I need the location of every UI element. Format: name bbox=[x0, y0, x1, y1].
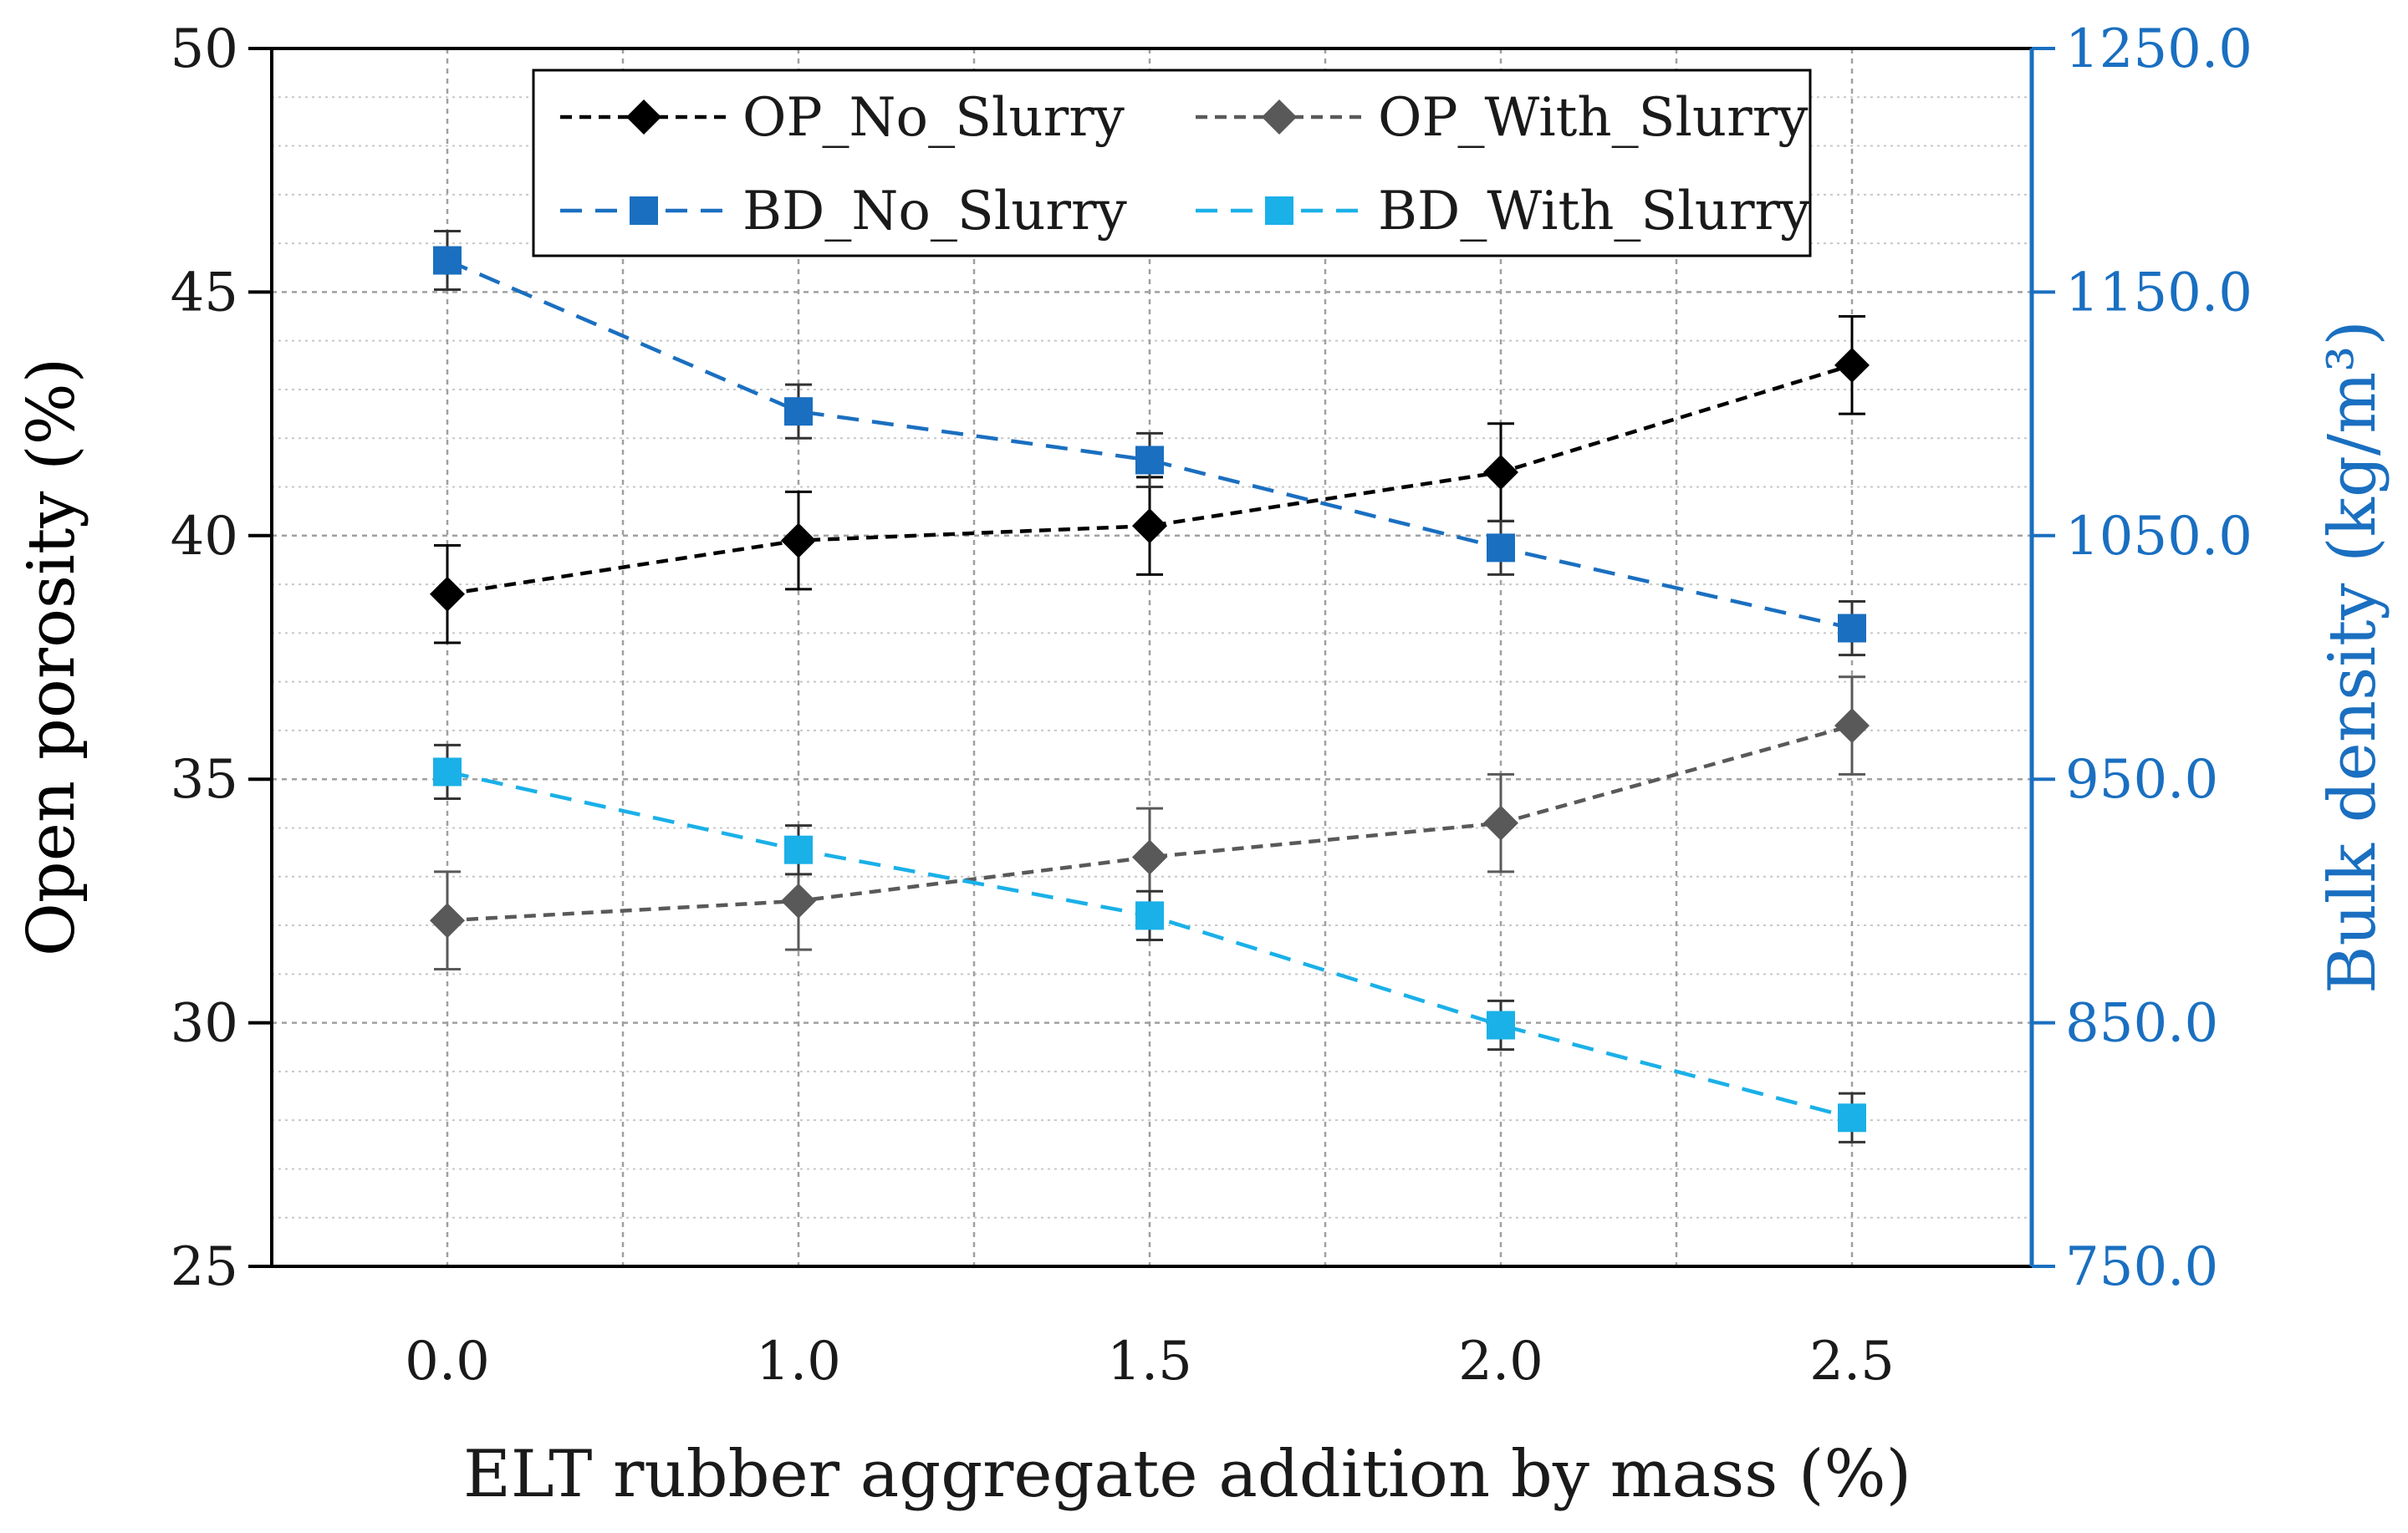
data-point-op-with-slurry bbox=[781, 883, 816, 919]
data-point-bd-no-slurry bbox=[784, 397, 813, 426]
x-tick-label: 1.5 bbox=[1107, 1331, 1192, 1393]
data-point-op-with-slurry bbox=[1483, 805, 1518, 841]
y-right-tick-label: 1050.0 bbox=[2065, 506, 2252, 568]
y-left-tick-label: 40 bbox=[171, 506, 238, 568]
y-axis-right-title: Bulk density (kg/m³) bbox=[2315, 320, 2390, 994]
data-point-bd-no-slurry bbox=[433, 246, 462, 275]
data-point-op-with-slurry bbox=[1834, 708, 1870, 744]
y-right-tick-label: 950.0 bbox=[2065, 749, 2218, 811]
data-point-bd-no-slurry bbox=[1487, 533, 1515, 563]
x-tick-label: 0.0 bbox=[405, 1331, 490, 1393]
y-right-tick-label: 1150.0 bbox=[2065, 262, 2252, 323]
data-point-op-no-slurry bbox=[781, 522, 816, 558]
series-bd-with-slurry bbox=[433, 743, 1866, 1143]
ticks-layer: 25 30 35 40 45 50 750.0 850.0 950.0 1050.0 1150.0 1… bbox=[171, 18, 2252, 1393]
data-point-bd-no-slurry bbox=[1135, 446, 1164, 475]
data-point-bd-with-slurry bbox=[1487, 1011, 1515, 1040]
series-line-op-no-slurry bbox=[446, 363, 1853, 596]
series-layer bbox=[430, 230, 1870, 1143]
legend-label-op-with-slurry: OP_With_Slurry bbox=[1378, 87, 1808, 149]
y-left-tick-label: 50 bbox=[171, 18, 238, 80]
y-left-tick-label: 45 bbox=[171, 262, 238, 323]
data-point-op-with-slurry bbox=[430, 903, 465, 939]
legend-marker-bd-with-slurry bbox=[1265, 196, 1293, 225]
data-point-bd-with-slurry bbox=[433, 757, 462, 787]
data-point-op-no-slurry bbox=[430, 576, 465, 612]
y-right-tick-label: 750.0 bbox=[2065, 1236, 2218, 1298]
data-point-op-with-slurry bbox=[1132, 839, 1167, 875]
legend: OP_No_Slurry OP_With_Slurry BD_No_Slurry BD… bbox=[532, 69, 1812, 257]
legend-marker-op-with-slurry bbox=[1262, 99, 1297, 135]
legend-label-bd-no-slurry: BD_No_Slurry bbox=[742, 181, 1127, 242]
y-right-tick-label: 1250.0 bbox=[2065, 18, 2252, 80]
series-op-with-slurry bbox=[430, 675, 1870, 970]
x-tick-label: 1.0 bbox=[756, 1331, 841, 1393]
y-left-tick-label: 30 bbox=[171, 993, 238, 1055]
y-axis-left-title: Open porosity (%) bbox=[14, 358, 89, 956]
data-point-bd-with-slurry bbox=[784, 835, 813, 864]
legend-marker-bd-no-slurry bbox=[630, 196, 658, 225]
data-point-op-no-slurry bbox=[1483, 455, 1518, 491]
data-point-bd-no-slurry bbox=[1838, 614, 1866, 643]
x-tick-label: 2.5 bbox=[1809, 1331, 1895, 1393]
y-right-tick-label: 850.0 bbox=[2065, 993, 2218, 1055]
legend-marker-op-no-slurry bbox=[626, 99, 661, 135]
series-line-op-with-slurry bbox=[446, 723, 1853, 923]
legend-label-bd-with-slurry: BD_With_Slurry bbox=[1378, 181, 1810, 242]
legend-label-op-no-slurry: OP_No_Slurry bbox=[742, 87, 1125, 149]
series-bd-no-slurry bbox=[433, 230, 1866, 657]
legend-box bbox=[532, 69, 1812, 257]
data-point-bd-with-slurry bbox=[1135, 901, 1164, 930]
data-point-bd-with-slurry bbox=[1838, 1103, 1866, 1133]
x-tick-label: 2.0 bbox=[1458, 1331, 1543, 1393]
data-point-op-no-slurry bbox=[1132, 508, 1167, 544]
y-left-tick-label: 25 bbox=[171, 1236, 238, 1298]
axes-layer bbox=[270, 47, 2034, 1268]
x-axis-title: ELT rubber aggregate addition by mass (%… bbox=[463, 1437, 1911, 1512]
data-point-op-no-slurry bbox=[1834, 347, 1870, 383]
y-left-tick-label: 35 bbox=[171, 749, 238, 811]
series-op-no-slurry bbox=[430, 315, 1870, 644]
series-line-bd-no-slurry bbox=[446, 258, 1853, 630]
